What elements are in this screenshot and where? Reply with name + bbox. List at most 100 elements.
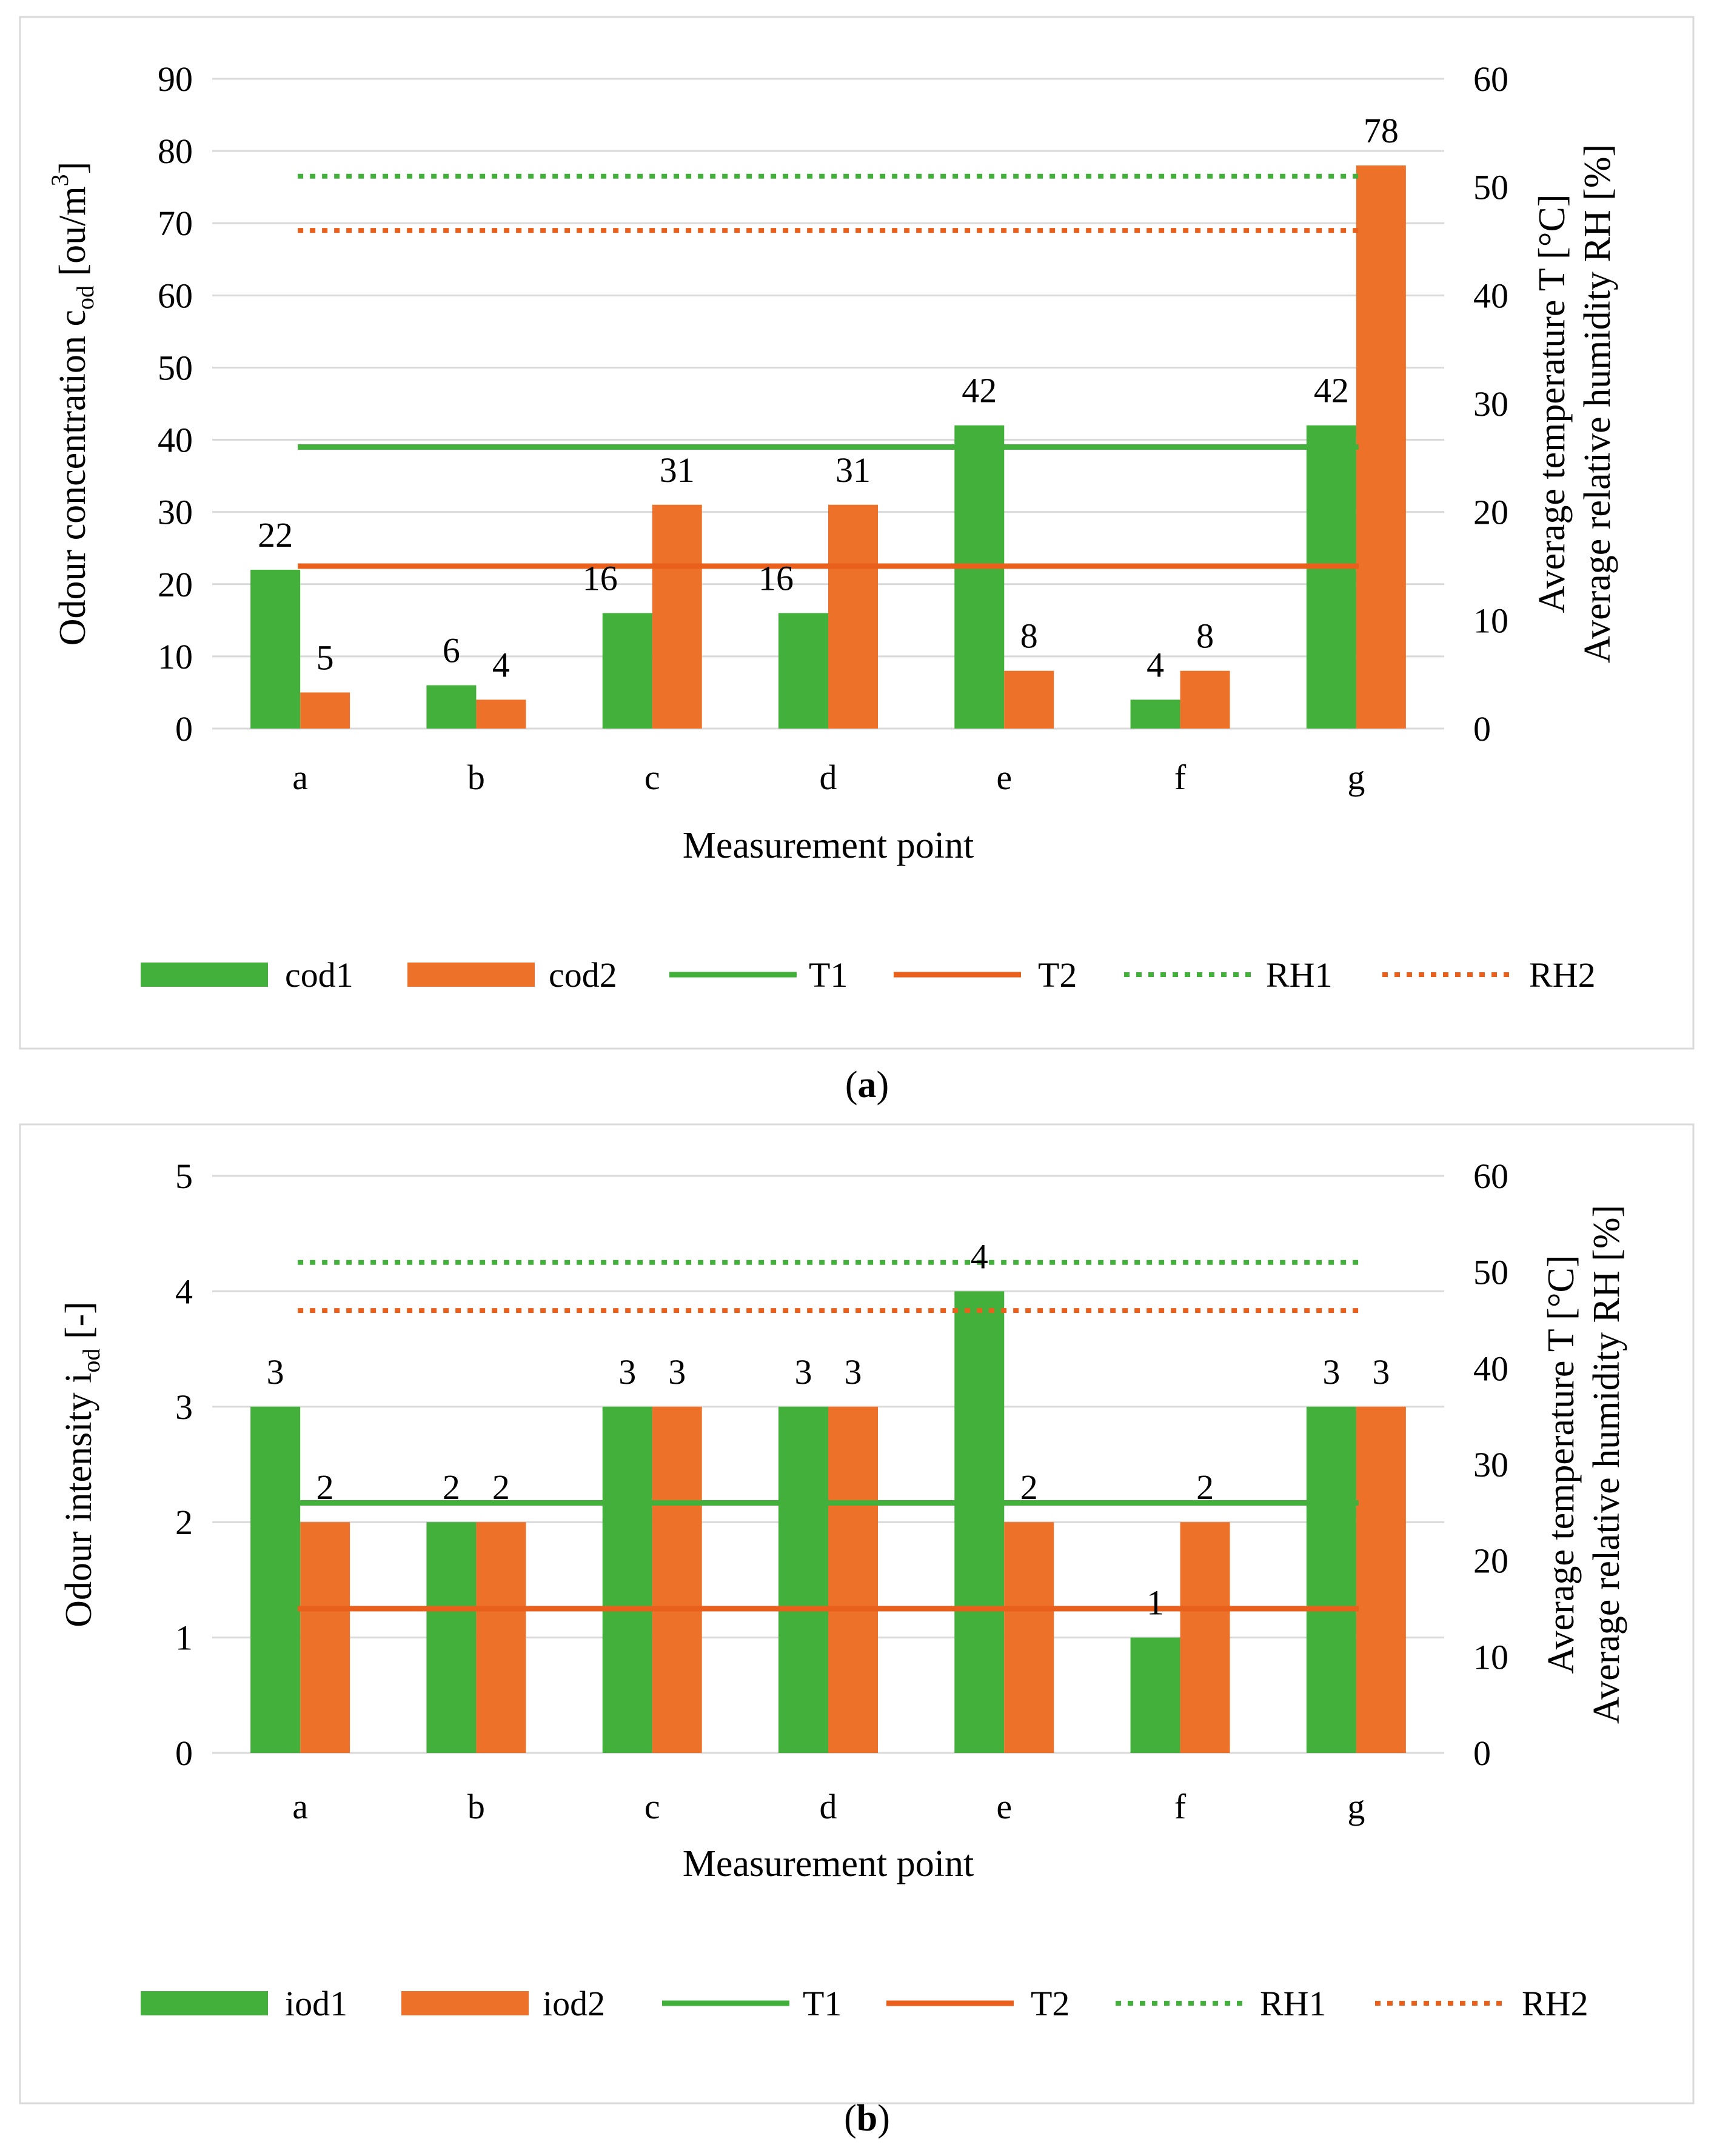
data-label-iod2-c: 3 <box>668 1352 686 1392</box>
legend-label-iod1: iod1 <box>285 1984 347 2023</box>
legend-label-cod2: cod2 <box>549 955 617 995</box>
caption-letter: a <box>858 1064 877 1106</box>
x-tick-label: b <box>467 1787 485 1826</box>
data-label-cod1-f: 4 <box>1147 645 1164 684</box>
legend-label-cod1: cod1 <box>285 955 353 995</box>
y-right-tick-label: 20 <box>1473 493 1508 532</box>
bar-iod1-a <box>250 1406 301 1753</box>
y-right-axis-title-temperature: Average temperature T [°C] <box>1531 195 1573 613</box>
y-left-axis-title: Odour intensity iod [-] <box>58 1301 105 1627</box>
y-right-tick-label: 40 <box>1473 276 1508 315</box>
bar-iod1-g <box>1306 1406 1356 1753</box>
bar-cod1-e <box>954 425 1005 729</box>
chart-frame <box>19 16 1695 1050</box>
data-label-cod2-g: 78 <box>1364 111 1399 150</box>
y-left-tick-label: 2 <box>175 1503 193 1542</box>
caption-paren-open: ( <box>845 1064 858 1106</box>
data-label-iod2-b: 2 <box>492 1467 510 1507</box>
legend-label-RH1: RH1 <box>1266 955 1333 995</box>
legend-swatch-iod2 <box>401 1991 529 2015</box>
y-left-tick-label: 50 <box>158 348 193 387</box>
y-right-tick-label: 20 <box>1473 1541 1508 1581</box>
y-right-tick-label: 50 <box>1473 1253 1508 1292</box>
data-label-iod2-d: 3 <box>845 1352 862 1392</box>
x-tick-label: e <box>996 758 1012 797</box>
caption-paren-open: ( <box>844 2098 857 2139</box>
x-tick-label: d <box>820 1787 837 1826</box>
legend-label-T2: T2 <box>1038 955 1077 995</box>
bar-iod1-d <box>778 1406 828 1753</box>
x-tick-label: g <box>1347 758 1365 797</box>
x-tick-label: b <box>467 758 485 797</box>
bar-iod2-g <box>1356 1406 1406 1753</box>
bar-iod2-c <box>652 1406 702 1753</box>
y-left-tick-label: 60 <box>158 276 193 315</box>
bar-cod1-f <box>1130 699 1180 729</box>
panel-caption: (a) <box>845 1064 889 1106</box>
bar-cod1-c <box>602 613 652 729</box>
y-left-title-part: Odour concentration c <box>52 310 93 646</box>
y-left-tick-label: 0 <box>175 709 193 749</box>
bar-iod1-e <box>954 1291 1005 1753</box>
x-axis-title: Measurement point <box>683 825 974 866</box>
y-right-axis-title-temperature: Average temperature T [°C] <box>1541 1255 1582 1674</box>
data-label-cod2-d: 31 <box>835 450 871 490</box>
x-tick-label: d <box>820 758 837 797</box>
data-label-cod1-b: 6 <box>443 631 460 670</box>
legend-label-iod2: iod2 <box>543 1984 605 2023</box>
data-label-cod2-b: 4 <box>492 645 510 684</box>
y-left-tick-label: 40 <box>158 421 193 460</box>
data-label-cod2-c: 31 <box>660 450 695 490</box>
y-left-title-part: 3 <box>46 174 73 186</box>
y-left-tick-label: 10 <box>158 637 193 676</box>
legend-label-T2: T2 <box>1031 1984 1070 2023</box>
y-left-tick-label: 70 <box>158 204 193 243</box>
legend-label-T1: T1 <box>803 1984 842 2023</box>
y-right-axis-title-humidity: Average relative humidity RH [%] <box>1577 144 1618 663</box>
data-label-iod1-f: 1 <box>1147 1583 1164 1623</box>
legend-label-RH2: RH2 <box>1529 955 1596 995</box>
y-left-tick-label: 1 <box>175 1618 193 1658</box>
caption-letter: b <box>857 2098 877 2139</box>
data-label-cod1-d: 16 <box>758 558 794 598</box>
y-left-title-part: od <box>78 1349 105 1373</box>
legend-label-RH2: RH2 <box>1522 1984 1588 2023</box>
y-left-title-part: ] <box>52 162 93 175</box>
y-left-tick-label: 4 <box>175 1272 193 1311</box>
bar-iod1-f <box>1130 1637 1180 1753</box>
x-tick-label: f <box>1174 758 1187 797</box>
x-tick-label: a <box>292 1787 308 1826</box>
chart-frame <box>19 1123 1695 2104</box>
data-label-iod2-g: 3 <box>1372 1352 1390 1392</box>
legend-label-T1: T1 <box>809 955 848 995</box>
y-right-tick-label: 60 <box>1473 59 1508 99</box>
bar-cod1-d <box>778 613 828 729</box>
data-label-iod1-g: 3 <box>1322 1352 1340 1392</box>
y-right-tick-label: 30 <box>1473 1445 1508 1484</box>
chart-panel-a: 0 10 20 30 40 50 60 70 80 90 0 10 20 30 40 50 60 a b c d e f g 2… <box>19 16 1695 1106</box>
y-right-tick-label: 40 <box>1473 1349 1508 1388</box>
data-label-cod1-a: 22 <box>258 515 293 555</box>
data-label-iod2-e: 2 <box>1020 1467 1038 1507</box>
y-left-tick-label: 5 <box>175 1156 193 1196</box>
bar-iod2-e <box>1004 1522 1054 1753</box>
data-label-iod1-c: 3 <box>618 1352 636 1392</box>
y-right-tick-label: 0 <box>1473 1734 1491 1773</box>
bar-iod2-d <box>828 1406 878 1753</box>
y-left-title-part: od <box>72 285 99 310</box>
bar-cod1-g <box>1306 425 1356 729</box>
y-left-tick-label: 20 <box>158 565 193 604</box>
y-right-tick-label: 10 <box>1473 1637 1508 1677</box>
bar-cod1-b <box>426 685 477 729</box>
data-label-cod2-e: 8 <box>1020 616 1038 656</box>
bar-cod2-b <box>476 699 526 729</box>
data-label-cod1-e: 42 <box>962 371 997 410</box>
data-label-iod1-a: 3 <box>267 1352 284 1392</box>
data-label-iod1-e: 4 <box>971 1237 988 1276</box>
data-label-iod2-f: 2 <box>1196 1467 1214 1507</box>
data-label-cod1-g: 42 <box>1314 371 1349 410</box>
x-tick-label: c <box>644 1787 660 1826</box>
bar-cod1-a <box>250 569 301 729</box>
y-right-tick-label: 50 <box>1473 168 1508 207</box>
